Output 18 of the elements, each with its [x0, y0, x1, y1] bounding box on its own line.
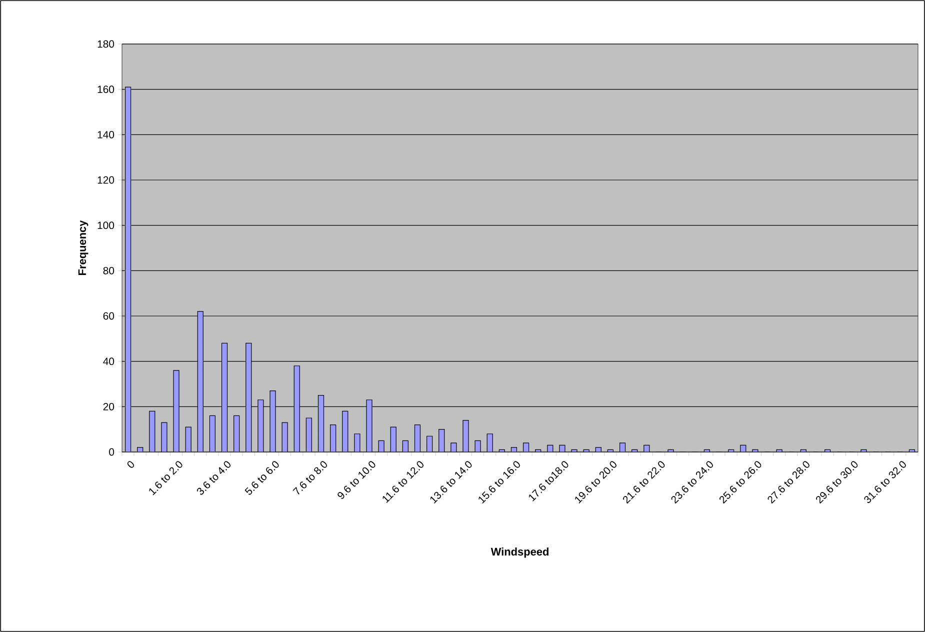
- x-tick-label: 31.6 to 32.0: [864, 461, 906, 503]
- y-tick-label: 60: [103, 312, 114, 320]
- x-tick-label: 7.6 to 8.0: [292, 461, 327, 495]
- y-axis-title: Frequency: [78, 220, 88, 275]
- x-axis-title: Windspeed: [490, 548, 548, 558]
- y-tick-label: 0: [109, 448, 114, 456]
- x-tick-label: 5.6 to 6.0: [244, 461, 279, 495]
- y-tick-label: 20: [103, 402, 114, 410]
- y-tick-label: 100: [98, 222, 114, 230]
- x-tick-label: 3.6 to 4.0: [197, 461, 231, 495]
- y-tick-label: 180: [98, 40, 114, 48]
- y-tick-label: 120: [98, 176, 114, 184]
- y-tick-label: 40: [103, 358, 114, 366]
- y-tick-label: 80: [103, 266, 114, 274]
- y-tick-label: 140: [98, 130, 114, 138]
- y-tick-label: 160: [98, 86, 114, 94]
- x-tick-label: 0: [127, 461, 134, 468]
- x-tick-label: 1.6 to 2.0: [149, 461, 182, 496]
